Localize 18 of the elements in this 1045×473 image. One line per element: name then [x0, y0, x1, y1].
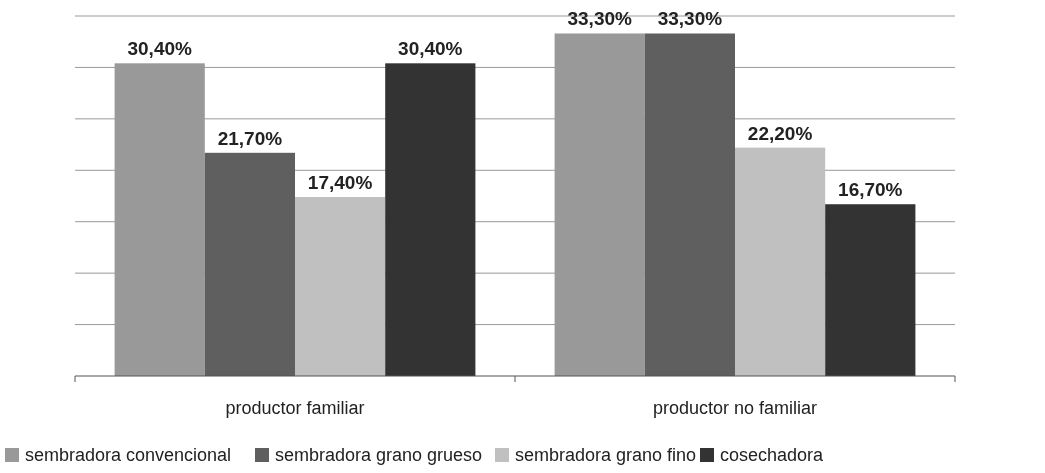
bar	[825, 204, 916, 376]
legend-label: cosechadora	[720, 445, 825, 465]
bar	[735, 147, 826, 376]
legend-label: sembradora grano grueso	[275, 445, 483, 465]
bar	[295, 197, 386, 376]
data-label: 30,40%	[398, 38, 463, 60]
data-label: 17,40%	[307, 172, 373, 194]
data-label: 33,30%	[567, 8, 633, 30]
data-label: 30,40%	[127, 38, 193, 60]
data-label: 16,70%	[838, 179, 903, 201]
legend-label: sembradora grano fino	[515, 445, 697, 465]
data-label: 22,20%	[747, 122, 813, 144]
data-label: 33,30%	[657, 8, 723, 30]
legend-label: sembradora convencional	[25, 445, 232, 465]
x-tick-label: productor no familiar	[652, 398, 818, 418]
x-tick-label: productor familiar	[225, 398, 365, 418]
bar	[385, 63, 476, 376]
data-label: 21,70%	[217, 127, 283, 149]
